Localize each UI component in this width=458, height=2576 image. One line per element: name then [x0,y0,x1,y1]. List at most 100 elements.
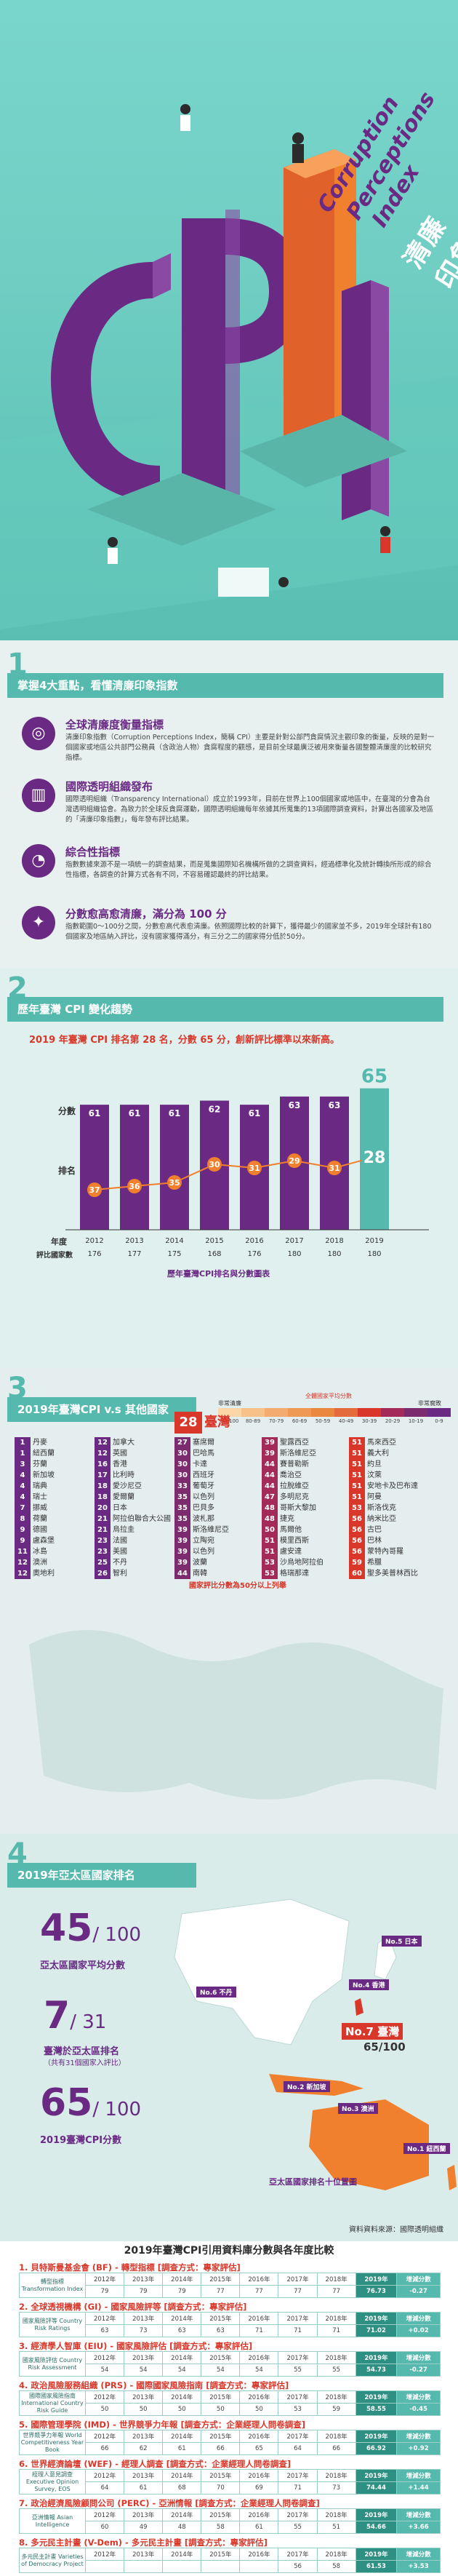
table-header-cell: 2014年 [162,2430,202,2443]
point-4-text: 指數範圍0～100分之間，分數愈高代表愈清廉。依照國際比較的計算下，獲得最少的國… [65,923,432,941]
rank-number: 44 [262,1481,278,1492]
table-cell: +0.02 [396,2324,441,2337]
tw-rank-sub: （共有31個國家入評比） [44,2059,126,2067]
point-2-text: 國際透明組織（Transparency International）成立於199… [65,795,434,824]
table-header-cell: 2013年 [124,2390,164,2404]
legend-scale-labels: 90-100 80-89 70-79 60-69 50-59 40-49 30-39 20-2… [218,1418,451,1426]
table-header-cell: 2016年 [239,2312,279,2325]
rank-item: 4 瑞士 [15,1492,47,1503]
rank-number: 17 [95,1470,111,1481]
country-name: 不丹 [113,1559,127,1567]
rank-item: 53 斯洛伐克 [349,1503,396,1514]
table-cell: 54 [124,2364,164,2377]
rank-item: 23 美國 [95,1546,127,1557]
legend-swatch [265,1408,288,1417]
rank-number: 60 [349,1568,365,1579]
table-header-cell: 2014年 [162,2312,202,2325]
point-1-heading: 全球清廉度衡量指標 [65,718,164,731]
rank-number: 3 [15,1459,31,1470]
tw-rank-label: 臺灣於亞太區排名 [44,2046,120,2057]
table-header-cell: 2018年 [316,2469,356,2482]
rank-item: 35 以色列 [174,1492,214,1503]
legend-high: 非常腐敗 [418,1400,441,1407]
map-marker: No.7 臺灣 [342,2023,403,2040]
year-label: 2012 [85,1237,103,1245]
rank-number: 4 [15,1470,31,1481]
country-name: 模里西斯 [280,1537,309,1545]
table-cell: 74.44 [355,2481,398,2494]
table-header-cell: 2013年 [124,2351,164,2364]
tw-rank-value: 7 [44,1994,71,2038]
table-header-cell: 2014年 [162,2548,202,2561]
rank-item: 56 蒙特內哥羅 [349,1546,403,1557]
rank-item: 12 加拿大 [95,1437,134,1448]
map-marker: No.6 不丹 [196,1987,236,1997]
chart-note: 歷年臺灣CPI排名與分數圖表 [167,1269,270,1279]
rank-item: 4 新加坡 [15,1470,55,1481]
score-label: 61 [89,1108,101,1118]
table-cell: 53 [278,2403,318,2416]
table-header-cell: 2012年 [84,2312,125,2325]
year-label: 2018 [325,1237,343,1245]
table-source-label: 轉型指標 Transformation Index [19,2273,86,2298]
rank-item: 35 巴貝多 [174,1503,214,1514]
rank-label: 37 [89,1185,100,1195]
tw-score-value: 65 [40,2081,93,2125]
legend-swatch [358,1408,381,1417]
map-marker: No.1 紐西蘭 [403,2143,450,2154]
taiwan-rank: 28 臺灣 [174,1412,230,1434]
table-cell: +3.66 [396,2521,441,2534]
table-header-cell: 2015年 [201,2508,241,2521]
rank-number: 51 [262,1535,278,1546]
table-header-cell: 2016年 [239,2390,279,2404]
table-header-cell: 2013年 [124,2469,164,2482]
country-name: 立陶宛 [193,1537,214,1545]
table-row: 66 62 61 66 65 64 66 66.92 +0.92 [20,2442,441,2455]
table-header-cell: 2018年 [316,2508,356,2521]
table-header-cell: 2018年 [316,2390,356,2404]
point-2-heading: 國際透明組織發布 [65,780,153,793]
rank-number: 4 [15,1481,31,1492]
tw-score-label: 2019臺灣CPI分數 [40,2135,122,2146]
legend-swatch [311,1408,334,1417]
rank-number: 21 [95,1524,111,1535]
rank-label: 36 [129,1182,140,1191]
rank-item: 56 古巴 [349,1524,382,1535]
rank-number: 53 [262,1568,278,1579]
rank-number: 56 [349,1535,365,1546]
rank-item: 1 丹麥 [15,1437,47,1448]
table-row: 79 79 79 77 77 77 77 76.73 -0.27 [20,2285,441,2298]
rank-item: 44 拉脫維亞 [262,1481,309,1492]
legend-swatch [288,1408,311,1417]
country-name: 馬來西亞 [367,1439,396,1447]
country-name: 義大利 [367,1450,389,1458]
source-note: 資料資料來源：國際透明組織 [349,2226,443,2234]
table-header-cell: 增減分數 [396,2351,441,2364]
legend-mid: 全體國家平均分數 [305,1393,352,1399]
country-name: 冰島 [33,1548,47,1556]
point-3: ◔ 綜合性指標 指數數據來源不是一項統一的調查結果，而是蒐集國際知名機構所做的之… [22,844,443,899]
table-header-cell: 增減分數 [396,2390,441,2404]
year-label: 2015 [205,1237,223,1245]
country-name: 瑞典 [33,1482,47,1490]
table-cell: 54 [201,2364,241,2377]
rank-item: 30 西班牙 [174,1470,214,1481]
table-title: 1. 貝特斯曼基金會 (BF) - 轉型指標 [調查方式：專家評估] [19,2262,241,2273]
rank-label: 28 [363,1149,386,1167]
table-header-cell: 2017年 [278,2390,318,2404]
country-name: 卡達 [193,1460,207,1468]
score-table: 亞洲情報 Asian Intelligence 2012年 2013年 2014年 20… [19,2508,441,2534]
rank-number: 26 [95,1568,111,1579]
table-cell: -0.27 [396,2364,441,2377]
rank-item: 47 多明尼克 [262,1492,309,1503]
rank-item: 44 南韓 [174,1568,207,1579]
table-header-cell: 2013年 [124,2430,164,2443]
country-name: 格瑞那達 [280,1570,309,1578]
country-name: 愛沙尼亞 [113,1482,142,1490]
rank-number: 33 [174,1481,190,1492]
rank-item: 60 聖多美普林西比 [349,1568,418,1579]
rank-number: 18 [95,1492,111,1503]
table-row: 50 50 50 50 50 53 59 58.55 -0.45 [20,2403,441,2416]
rank-label: 35 [169,1178,180,1188]
rank-item: 39 斯洛維尼亞 [262,1448,316,1459]
